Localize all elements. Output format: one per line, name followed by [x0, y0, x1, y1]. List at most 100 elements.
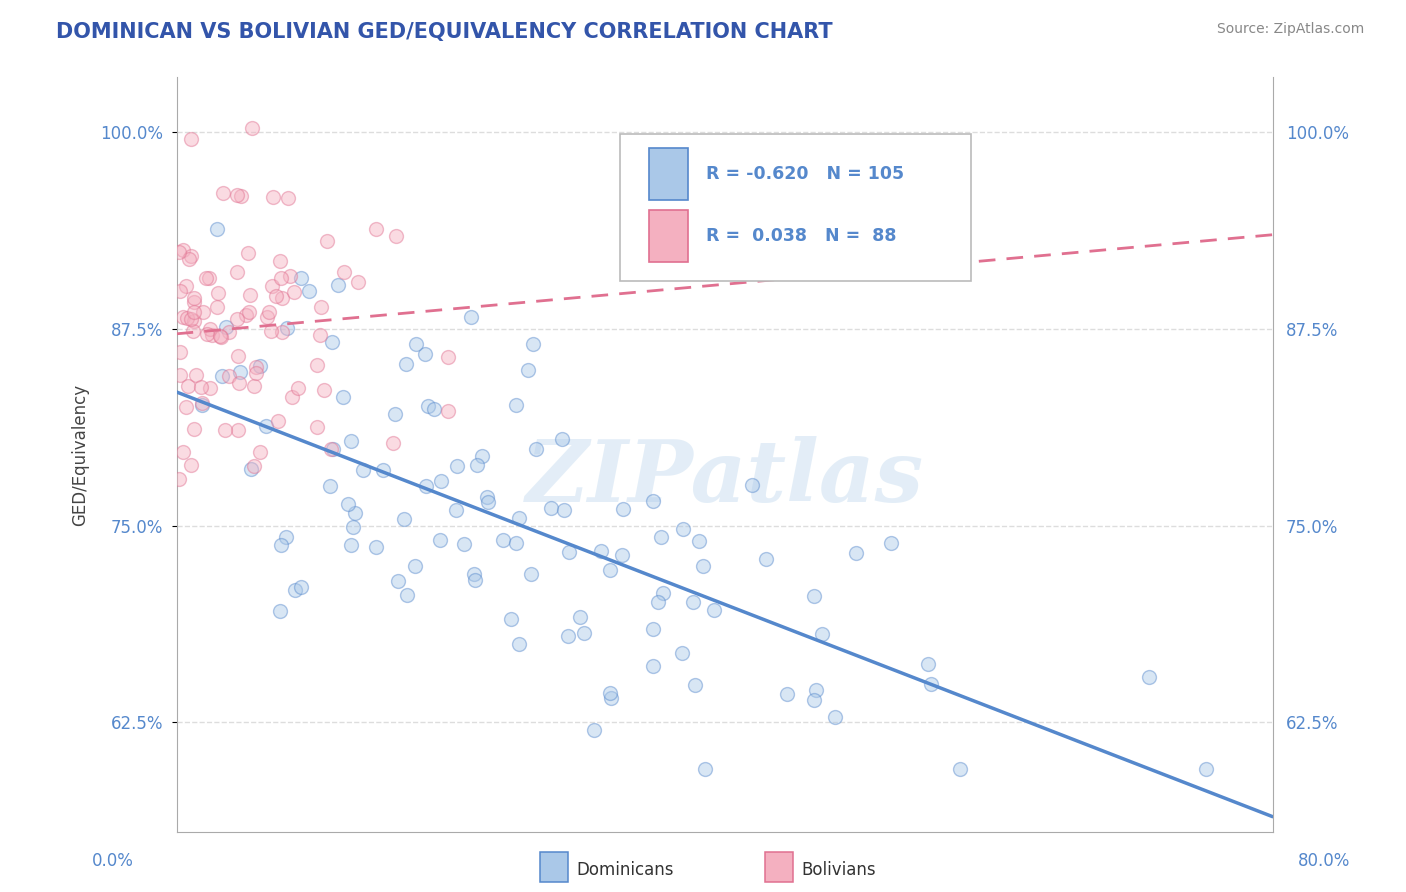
- Point: [373, 463, 395, 477]
- Point: [824, 710, 846, 724]
- Point: [181, 324, 204, 338]
- Point: [340, 538, 363, 552]
- Point: [647, 595, 669, 609]
- Point: [269, 604, 291, 618]
- Point: [557, 629, 579, 643]
- Point: [395, 357, 418, 371]
- Point: [228, 365, 250, 379]
- Point: [207, 285, 229, 300]
- Point: [269, 254, 291, 268]
- Point: [174, 400, 197, 414]
- Point: [249, 444, 271, 458]
- Point: [205, 222, 228, 236]
- Point: [775, 687, 797, 701]
- Point: [321, 334, 343, 349]
- Point: [332, 265, 354, 279]
- Point: [225, 265, 247, 279]
- Point: [522, 336, 544, 351]
- Point: [183, 422, 205, 436]
- Point: [169, 345, 191, 359]
- Point: [226, 187, 249, 202]
- Point: [387, 574, 409, 589]
- Point: [266, 289, 288, 303]
- FancyBboxPatch shape: [650, 148, 689, 200]
- Point: [283, 285, 305, 300]
- Point: [693, 763, 716, 777]
- Point: [340, 434, 363, 448]
- Point: [183, 291, 205, 305]
- Point: [180, 312, 202, 326]
- Point: [524, 442, 547, 456]
- Point: [384, 408, 406, 422]
- Point: [274, 530, 297, 544]
- Point: [422, 402, 444, 417]
- Point: [703, 602, 725, 616]
- Point: [270, 271, 292, 285]
- Point: [242, 121, 264, 136]
- Point: [214, 423, 236, 437]
- Point: [437, 404, 460, 418]
- Point: [190, 398, 212, 412]
- Point: [1137, 670, 1160, 684]
- Point: [920, 677, 942, 691]
- Point: [195, 326, 218, 341]
- Point: [218, 325, 240, 339]
- Text: DOMINICAN VS BOLIVIAN GED/EQUIVALENCY CORRELATION CHART: DOMINICAN VS BOLIVIAN GED/EQUIVALENCY CO…: [56, 22, 832, 42]
- Point: [505, 535, 527, 549]
- Point: [540, 501, 562, 516]
- Point: [183, 305, 205, 319]
- Point: [174, 279, 197, 293]
- Point: [583, 723, 606, 738]
- Point: [643, 622, 665, 636]
- Point: [337, 497, 360, 511]
- Point: [225, 312, 247, 326]
- Point: [281, 390, 304, 404]
- Point: [465, 458, 488, 472]
- Point: [201, 327, 224, 342]
- Point: [240, 462, 263, 476]
- Point: [211, 369, 233, 384]
- Point: [505, 398, 527, 412]
- Point: [589, 543, 612, 558]
- Point: [208, 328, 231, 343]
- Point: [347, 275, 370, 289]
- Point: [226, 423, 249, 437]
- Point: [444, 503, 467, 517]
- Point: [477, 490, 499, 504]
- Point: [558, 545, 581, 559]
- Point: [198, 381, 221, 395]
- Point: [612, 502, 634, 516]
- Point: [651, 585, 673, 599]
- Point: [179, 252, 201, 267]
- Point: [572, 626, 595, 640]
- Text: R = -0.620   N = 105: R = -0.620 N = 105: [706, 165, 904, 183]
- Point: [405, 337, 427, 351]
- Point: [169, 244, 191, 259]
- Point: [172, 243, 194, 257]
- Point: [672, 522, 695, 536]
- Point: [1194, 763, 1216, 777]
- Point: [297, 285, 319, 299]
- Point: [180, 249, 202, 263]
- Point: [352, 462, 374, 476]
- Point: [682, 595, 704, 609]
- Point: [415, 479, 437, 493]
- Point: [254, 418, 277, 433]
- Point: [319, 479, 342, 493]
- Point: [517, 363, 540, 377]
- Point: [307, 358, 329, 372]
- Point: [326, 277, 349, 292]
- Point: [169, 284, 191, 298]
- Point: [191, 305, 214, 319]
- Point: [267, 414, 290, 428]
- Point: [394, 512, 416, 526]
- FancyBboxPatch shape: [620, 134, 972, 281]
- Point: [260, 324, 283, 338]
- Point: [262, 190, 284, 204]
- Point: [671, 646, 693, 660]
- Point: [257, 304, 280, 318]
- Point: [172, 444, 194, 458]
- Point: [460, 310, 482, 324]
- Point: [172, 310, 194, 325]
- Point: [501, 612, 523, 626]
